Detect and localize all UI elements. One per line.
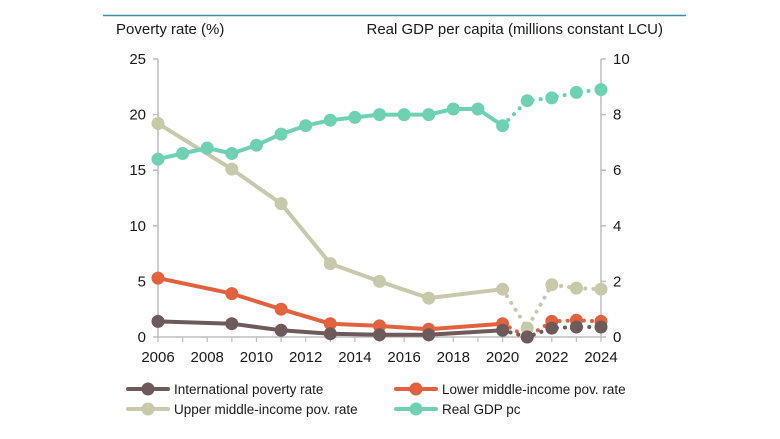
series-upper-middle-income-pov-rate [151, 117, 608, 335]
legend: International poverty rate Lower middle-i… [126, 382, 626, 417]
data-point [373, 319, 386, 333]
data-point [151, 314, 165, 328]
data-point [520, 94, 534, 108]
left-y-tick-label: 15 [129, 162, 146, 179]
data-point [373, 328, 386, 342]
legend-item: International poverty rate [126, 382, 323, 397]
left-y-tick-label: 25 [129, 51, 146, 68]
data-point [200, 141, 214, 155]
right-y-tick-label: 2 [613, 273, 621, 290]
series-real-gdp-pc [151, 83, 608, 166]
data-point [151, 271, 165, 285]
legend-item: Lower middle-income pov. rate [394, 382, 626, 397]
x-tick-label: 2024 [584, 349, 617, 366]
data-point [397, 108, 411, 122]
right-y-tick-label: 6 [613, 162, 621, 179]
left-y-tick-label: 0 [138, 329, 146, 346]
legend-label: Real GDP pc [442, 402, 521, 417]
x-tick-label: 2008 [191, 349, 224, 366]
x-tick-label: 2022 [535, 349, 568, 366]
data-point [569, 320, 583, 334]
data-point [594, 282, 608, 296]
legend-label: International poverty rate [174, 382, 323, 397]
data-point [323, 317, 337, 331]
data-point [274, 127, 288, 141]
right-y-tick-label: 8 [613, 107, 621, 124]
data-point [545, 278, 559, 292]
data-point [594, 320, 608, 334]
x-tick-label: 2016 [387, 349, 420, 366]
right-y-tick-label: 10 [613, 51, 630, 68]
legend-swatch-marker [409, 382, 423, 396]
data-point [545, 321, 559, 335]
x-tick-label: 2010 [240, 349, 273, 366]
data-point [422, 328, 436, 342]
legend-label: Upper middle-income pov. rate [174, 402, 358, 417]
x-tick-label: 2006 [141, 349, 174, 366]
data-point [151, 117, 165, 130]
data-point [373, 274, 386, 288]
series-international-poverty-rate [151, 314, 608, 344]
data-point [520, 321, 534, 335]
data-point [176, 147, 190, 160]
x-tick-label: 2012 [289, 349, 322, 366]
data-point [274, 302, 288, 316]
data-point [274, 323, 288, 337]
data-point [496, 323, 510, 337]
data-point [471, 102, 485, 116]
legend-item: Real GDP pc [394, 402, 521, 417]
legend-swatch-marker [409, 402, 423, 416]
legend-swatch-marker [141, 382, 155, 396]
data-point [225, 147, 239, 160]
legend-item: Upper middle-income pov. rate [126, 402, 358, 417]
data-point [545, 91, 559, 105]
axes: 0 5 10 15 20 25 0 2 4 6 8 10 2006 2008 2010 2012 2014 201… [129, 51, 629, 366]
data-point [373, 108, 386, 122]
data-point [348, 110, 362, 124]
data-point [225, 317, 239, 331]
data-point [569, 85, 583, 99]
data-point [323, 257, 337, 271]
left-y-tick-label: 5 [138, 273, 146, 290]
data-point [496, 282, 510, 296]
data-point [225, 287, 239, 301]
x-tick-label: 2014 [338, 349, 371, 366]
legend-swatch-marker [141, 402, 155, 416]
right-y-tick-label: 0 [613, 329, 621, 346]
data-point [249, 138, 263, 152]
data-point [446, 102, 460, 116]
legend-label: Lower middle-income pov. rate [442, 382, 626, 397]
left-axis-title: Poverty rate (%) [116, 21, 224, 38]
data-point [594, 83, 608, 97]
data-point [496, 119, 510, 133]
x-tick-label: 2020 [486, 349, 519, 366]
data-point [323, 327, 337, 341]
series-line-dotted [500, 87, 603, 128]
data-point [422, 108, 436, 122]
left-y-tick-label: 10 [129, 218, 146, 235]
data-point [299, 119, 313, 133]
data-point [422, 291, 436, 305]
series-line-dotted [500, 325, 603, 340]
data-point [274, 197, 288, 211]
data-point [520, 330, 534, 344]
series-layer [151, 83, 608, 344]
data-point [225, 162, 239, 176]
x-tick-label: 2018 [437, 349, 470, 366]
data-point [151, 152, 165, 166]
right-y-tick-label: 4 [613, 218, 621, 235]
right-axis-title: Real GDP per capita (millions constant L… [366, 21, 663, 38]
left-y-tick-label: 20 [129, 107, 146, 124]
data-point [323, 113, 337, 127]
data-point [569, 281, 583, 295]
